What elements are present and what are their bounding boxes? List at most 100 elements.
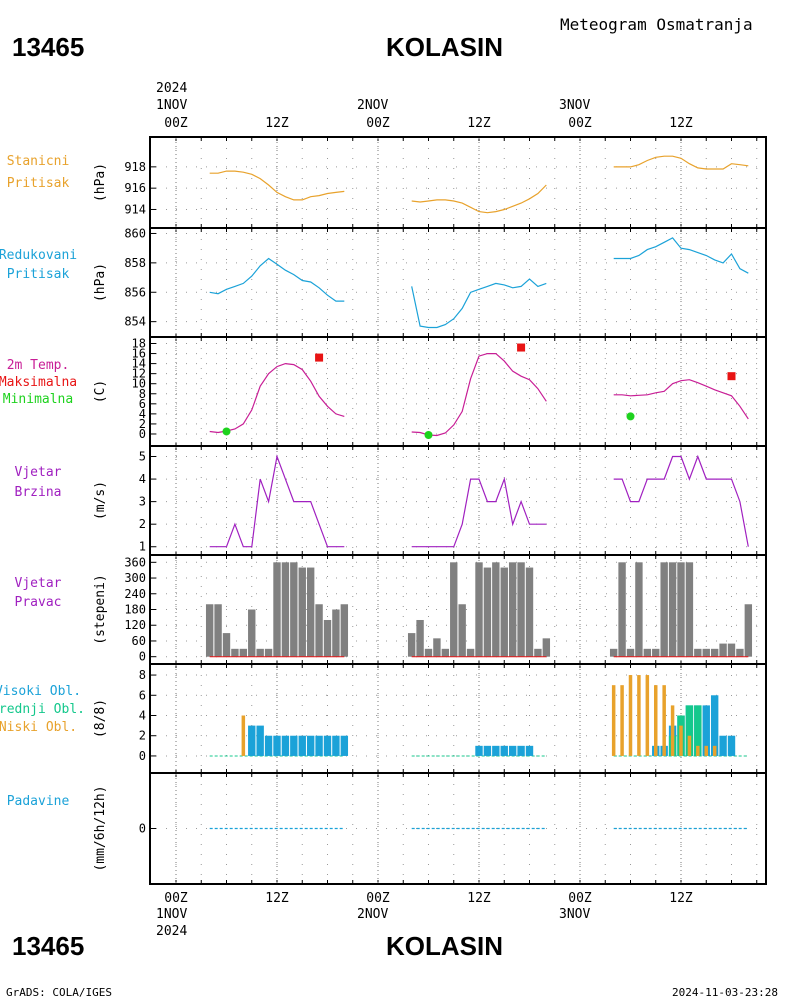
cloud-bar (508, 745, 517, 756)
series-line-2 (613, 454, 749, 547)
cloud-bar (694, 705, 702, 756)
wind-dir-bar (542, 638, 551, 657)
y-tick-label: 18 (132, 337, 146, 351)
y-tick-label: 360 (124, 555, 146, 569)
y-tick-label: 8 (139, 387, 146, 401)
wind-dir-bar (416, 619, 424, 657)
panel-label: Maksimalna (0, 375, 77, 390)
cloud-bar (332, 735, 340, 756)
wind-dir-bar (264, 648, 273, 657)
wind-dir-bar (702, 648, 710, 657)
panel-precip: 0 (mm/6h/12h) Padavine (7, 772, 767, 885)
cloud-bar (340, 735, 349, 756)
cloud-bar (654, 685, 658, 756)
cloud-bar (525, 745, 534, 756)
day-top-2: 2NOV (357, 98, 388, 113)
y-axis-label: (hPa) (93, 163, 108, 202)
wind-dir-bar (450, 562, 458, 657)
cloud-bar (712, 745, 717, 756)
top-hour-label-3: 12Z (467, 116, 491, 131)
panel-frame (149, 445, 767, 556)
wind-dir-bar (685, 562, 694, 657)
y-tick-label: 0 (139, 427, 146, 441)
wind-dir-bar (332, 609, 340, 657)
y-axis-label: (mm/6h/12h) (93, 785, 108, 871)
y-tick-label: 8 (139, 668, 146, 682)
wind-dir-bar (231, 648, 239, 657)
y-tick-label: 10 (132, 377, 146, 391)
wind-dir-bar (744, 604, 753, 657)
station-name-top: KOLASIN (386, 32, 503, 62)
wind-dir-bar (736, 648, 744, 657)
y-tick-label: 16 (132, 347, 146, 361)
bottom-hour-label-2: 00Z (366, 891, 390, 906)
wind-dir-bar (534, 648, 542, 657)
wind-dir-bar (441, 648, 450, 657)
y-tick-label: 4 (139, 407, 146, 421)
wind-dir-bar (710, 648, 719, 657)
y-tick-label: 916 (124, 181, 146, 195)
bottom-hour-label-4: 00Z (568, 891, 592, 906)
cloud-bar (628, 675, 633, 756)
series-line-1 (411, 476, 547, 548)
wind-dir-bar (652, 648, 660, 657)
panel-label: Brzina (15, 485, 62, 500)
bottom-hour-label-0: 00Z (164, 891, 188, 906)
panel-label: 2m Temp. (7, 358, 70, 373)
station-name-bottom: KOLASIN (386, 931, 503, 961)
wind-dir-bar (525, 567, 534, 657)
cloud-bar (679, 725, 683, 756)
wind-dir-bar (424, 648, 433, 657)
wind-dir-bar (239, 648, 248, 657)
cloud-bar (323, 735, 332, 756)
cloud-bar (273, 735, 281, 756)
cloud-bar (704, 745, 708, 756)
wind-dir-bar (323, 619, 332, 657)
cloud-bar (710, 695, 719, 756)
wind-dir-bar (508, 562, 517, 657)
y-tick-label: 2 (139, 517, 146, 531)
top-hour-labels: 00Z 12Z 00Z 12Z 00Z 12Z (164, 116, 693, 131)
cloud-bar (645, 675, 650, 756)
panel-label: Pritisak (7, 176, 70, 191)
top-hour-label-5: 12Z (669, 116, 693, 131)
top-hour-label-1: 12Z (265, 116, 289, 131)
wind-dir-bar (458, 604, 466, 657)
wind-dir-bar (222, 633, 231, 657)
max-temp-marker (517, 343, 526, 352)
cloud-bar (281, 735, 290, 756)
y-tick-label: 858 (124, 256, 146, 270)
wind-dir-bar (517, 562, 525, 657)
panel-label: Pravac (15, 595, 62, 610)
year-top: 2024 (156, 81, 187, 96)
panel-label: Pritisak (7, 267, 70, 282)
y-tick-label: 3 (139, 495, 146, 509)
y-tick-label: 5 (139, 450, 146, 464)
wind-dir-bar (677, 562, 685, 657)
day-bottom-1: 1NOV (156, 907, 187, 922)
wind-dir-bar (433, 638, 441, 657)
wind-dir-bar (273, 562, 281, 657)
cloud-bar (702, 705, 710, 756)
cloud-bar (492, 745, 500, 756)
panel-frame (149, 136, 767, 229)
y-tick-label: 6 (139, 688, 146, 702)
bottom-hour-labels: 00Z 12Z 00Z 12Z 00Z 12Z (164, 891, 693, 906)
bottom-hour-label-5: 12Z (669, 891, 693, 906)
top-hour-label-0: 00Z (164, 116, 188, 131)
panels: 914916918(hPa)StanicniPritisak8548568588… (0, 136, 767, 885)
series-line-0 (209, 170, 345, 201)
footer-software: GrADS: COLA/IGES (6, 986, 112, 999)
wind-dir-bar (609, 648, 618, 657)
wind-dir-bar (643, 648, 652, 657)
y-axis-label: (hPa) (93, 263, 108, 302)
cloud-bar (719, 735, 727, 756)
cloud-bar (315, 735, 323, 756)
y-tick-label: 300 (124, 571, 146, 585)
y-tick-label: 240 (124, 587, 146, 601)
max-temp-marker (727, 372, 736, 381)
y-tick-label: 12 (132, 367, 146, 381)
station-id-bottom: 13465 (12, 931, 84, 961)
bottom-hour-label-3: 12Z (467, 891, 491, 906)
